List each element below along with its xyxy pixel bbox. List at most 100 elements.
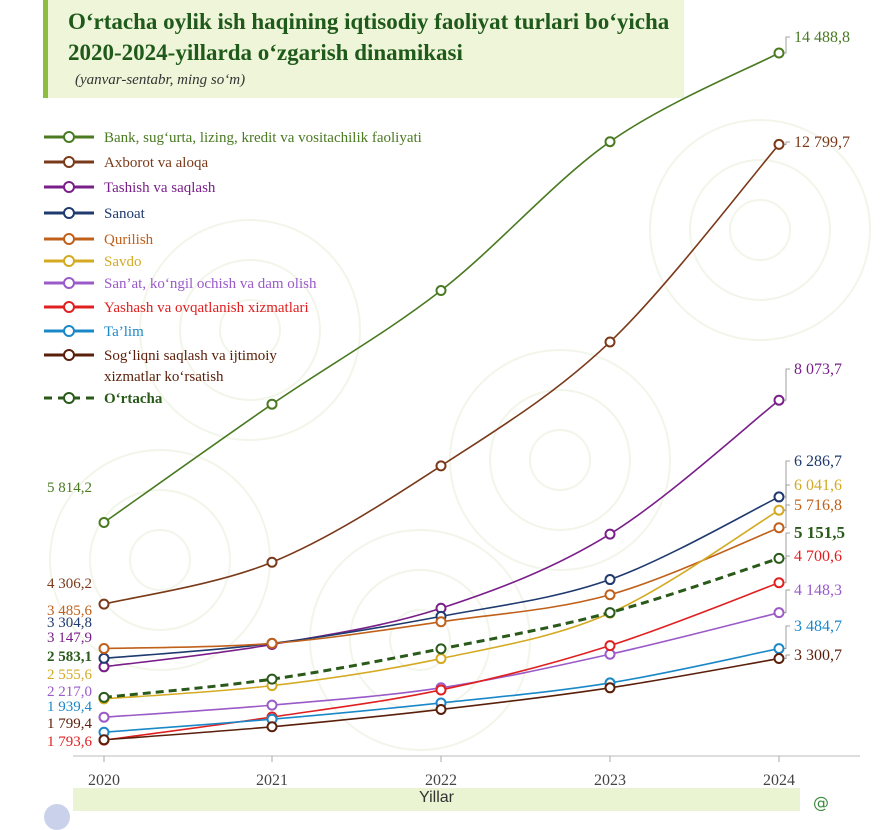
title-background [43, 0, 684, 98]
label-leader-line [784, 625, 790, 649]
start-data-label: 1 939,4 [47, 699, 93, 715]
data-point [773, 522, 785, 534]
legend-marker-swatch [63, 392, 75, 404]
legend-label-line: xizmatlar ko‘rsatish [104, 369, 224, 385]
label-leader-line [784, 589, 790, 614]
end-data-label: 12 799,7 [794, 134, 850, 151]
end-data-label: 5 716,8 [794, 497, 842, 514]
data-point [435, 703, 447, 715]
x-axis-title: Yillar [419, 789, 454, 806]
legend-label-line: Sog‘liqni saqlash va ijtimoiy [104, 348, 277, 364]
data-point [98, 643, 110, 655]
label-leader-line [784, 36, 790, 54]
legend-item-label: Savdo [104, 254, 142, 270]
x-tick-label: 2020 [88, 772, 120, 789]
series-group [98, 522, 785, 655]
legend-marker-swatch [63, 181, 75, 193]
legend-item-label: Sanoat [104, 206, 146, 222]
data-point [604, 589, 616, 601]
data-point [435, 460, 447, 472]
start-data-label: 2 583,1 [47, 649, 92, 665]
series-group [98, 138, 785, 610]
end-data-label: 4 700,6 [794, 548, 842, 565]
legend-marker-swatch [63, 207, 75, 219]
label-leader-line [784, 484, 790, 511]
legend-marker-swatch [63, 349, 75, 361]
data-point [98, 691, 110, 703]
legend-marker-swatch [63, 131, 75, 143]
data-point [266, 673, 278, 685]
legend-item-label: San’at, ko‘ngil ochish va dam olish [104, 276, 317, 292]
series-line [103, 143, 780, 605]
data-point [98, 517, 110, 529]
legend-item-label: Yashash va ovqatlanish xizmatlari [104, 300, 309, 316]
legend-item-label: Axborot va aloqa [104, 155, 208, 171]
start-data-label: 4 306,2 [47, 576, 92, 592]
legend-marker-swatch [63, 233, 75, 245]
data-point [435, 285, 447, 297]
data-point [773, 552, 785, 564]
data-point [773, 491, 785, 503]
x-axis-title-band [73, 788, 800, 811]
label-leader-line [784, 532, 790, 559]
data-point [266, 721, 278, 733]
x-tick-label: 2024 [763, 772, 795, 789]
label-leader-line [784, 555, 790, 584]
end-data-label: 6 286,7 [794, 453, 842, 470]
start-data-label: 3 304,8 [47, 615, 92, 631]
data-point [435, 643, 447, 655]
data-point [435, 616, 447, 628]
series-group [98, 653, 785, 746]
series-group [98, 47, 785, 529]
x-tick-label: 2023 [594, 772, 626, 789]
legend-item-label: Ta’lim [104, 324, 144, 340]
start-data-label: 3 147,9 [47, 630, 92, 646]
label-leader-line [784, 368, 790, 401]
end-data-label: 4 148,3 [794, 582, 842, 599]
data-point [604, 682, 616, 694]
legend-marker-swatch [63, 255, 75, 267]
series-line [103, 496, 780, 660]
decorative-circle [44, 804, 70, 830]
legend-item-label: Qurilish [104, 232, 154, 248]
end-data-label: 3 484,7 [794, 618, 842, 635]
label-leader-line [784, 504, 790, 529]
start-data-label: 1 793,6 [47, 734, 93, 750]
series-group [98, 552, 785, 703]
data-point [604, 336, 616, 348]
series-line [103, 527, 780, 650]
start-data-label: 2 217,0 [47, 684, 92, 700]
data-point [435, 653, 447, 665]
data-point [773, 577, 785, 589]
chart-title: O‘rtacha oylik ish haqining iqtisodiy fa… [68, 9, 670, 65]
series-group [98, 394, 785, 673]
legend-marker-swatch [63, 277, 75, 289]
legend-item-label: Sog‘liqni saqlash va ijtimoiy xizmatlar k… [104, 348, 277, 385]
start-data-label: 1 799,4 [47, 716, 93, 732]
end-data-label: 3 300,7 [794, 647, 842, 664]
chart-subtitle: (yanvar-sentabr, ming so‘m) [75, 72, 246, 88]
label-leader-line [784, 460, 790, 498]
data-point [773, 607, 785, 619]
data-point [435, 684, 447, 696]
data-point [266, 699, 278, 711]
end-data-label: 6 041,6 [794, 477, 842, 494]
legend-item-label: Tashish va saqlash [104, 180, 216, 196]
spiral-icon: @ [813, 793, 829, 812]
data-point [773, 504, 785, 516]
label-leader-line [784, 654, 790, 659]
data-point [773, 394, 785, 406]
data-point [773, 643, 785, 655]
legend-item-label: Bank, sug‘urta, lizing, kredit va vosita… [104, 130, 422, 146]
x-tick-label: 2022 [425, 772, 457, 789]
data-point [773, 138, 785, 150]
data-point [98, 598, 110, 610]
x-tick-label: 2021 [256, 772, 288, 789]
data-point [773, 47, 785, 59]
end-data-label: 14 488,8 [794, 29, 850, 46]
data-point [98, 711, 110, 723]
legend-marker-swatch [63, 156, 75, 168]
end-data-label: 8 073,7 [794, 361, 842, 378]
data-point [266, 637, 278, 649]
legend-marker-swatch [63, 325, 75, 337]
